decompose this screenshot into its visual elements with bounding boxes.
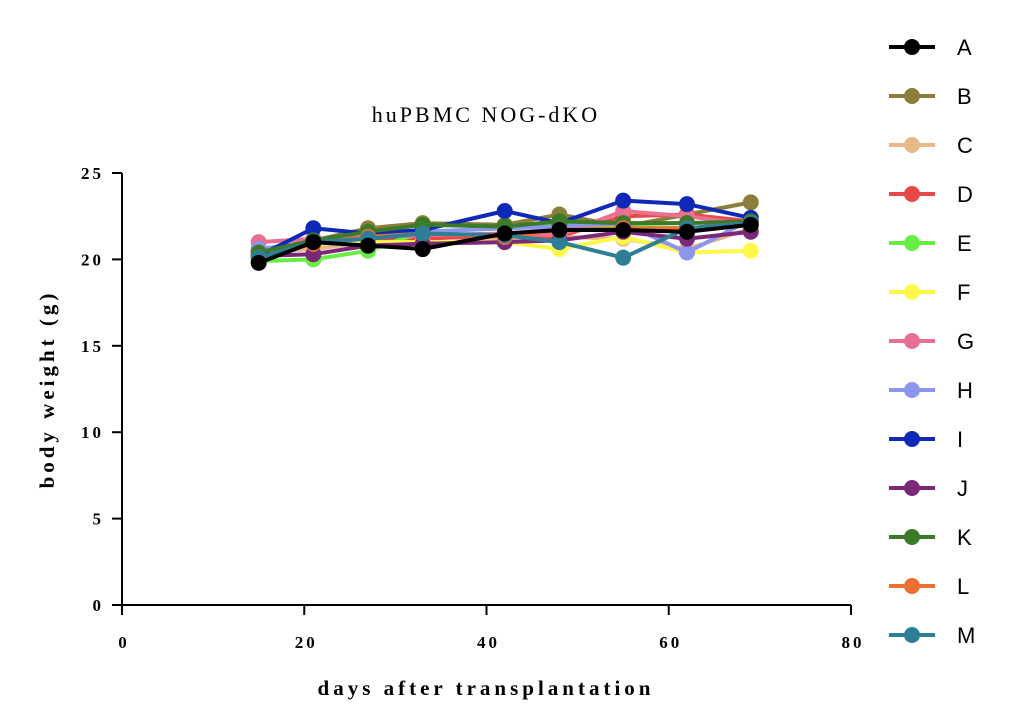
data-point-I	[615, 192, 632, 209]
legend-marker	[904, 529, 920, 545]
data-point-A	[360, 237, 377, 254]
series-A	[250, 216, 759, 271]
y-tick-label: 10	[81, 423, 104, 442]
legend-item-E: E	[889, 231, 972, 256]
legend-item-L: L	[889, 574, 969, 599]
legend-item-J: J	[889, 476, 968, 501]
chart-title: huPBMC NOG-dKO	[372, 102, 600, 127]
legend-label: K	[957, 525, 972, 550]
legend-label: I	[957, 427, 963, 452]
legend-item-B: B	[889, 84, 972, 109]
data-point-M	[414, 225, 431, 242]
data-point-A	[615, 222, 632, 239]
legend-marker	[904, 578, 920, 594]
series-layer	[250, 192, 759, 271]
legend-label: G	[957, 329, 974, 354]
y-tick-label: 25	[81, 164, 104, 183]
legend-label: E	[957, 231, 972, 256]
legend-marker	[904, 137, 920, 153]
data-point-I	[496, 203, 513, 220]
legend-item-K: K	[889, 525, 972, 550]
data-point-A	[250, 254, 267, 271]
data-point-A	[678, 223, 695, 240]
x-tick-label: 0	[118, 633, 130, 652]
legend-item-G: G	[889, 329, 974, 354]
legend-label: F	[957, 280, 970, 305]
data-point-A	[305, 234, 322, 251]
y-tick-label: 15	[81, 337, 104, 356]
x-tick-label: 80	[842, 633, 865, 652]
data-point-A	[551, 222, 568, 239]
legend-marker	[904, 186, 920, 202]
data-point-A	[414, 241, 431, 258]
legend-marker	[904, 39, 920, 55]
legend-marker	[904, 627, 920, 643]
legend-label: L	[957, 574, 969, 599]
y-axis-label: body weight (g)	[35, 290, 59, 489]
legend-label: C	[957, 133, 973, 158]
legend-label: B	[957, 84, 972, 109]
legend-item-H: H	[889, 378, 973, 403]
data-point-M	[551, 234, 568, 251]
legend-item-D: D	[889, 182, 973, 207]
legend-item-A: A	[889, 35, 972, 60]
legend-marker	[904, 284, 920, 300]
data-point-H	[678, 244, 695, 261]
legend-item-C: C	[889, 133, 973, 158]
legend-label: J	[957, 476, 968, 501]
data-point-M	[615, 249, 632, 266]
legend-item-I: I	[889, 427, 963, 452]
data-point-I	[678, 196, 695, 213]
legend-item-M: M	[889, 623, 975, 648]
legend-marker	[904, 480, 920, 496]
x-axis-label: days after transplantation	[318, 676, 655, 700]
legend-marker	[904, 88, 920, 104]
legend-marker	[904, 431, 920, 447]
axes: 0 5 10 15 20 25 0 20 40 60 80	[81, 164, 865, 652]
x-tick-label: 40	[477, 633, 500, 652]
data-point-A	[496, 225, 513, 242]
legend-item-F: F	[889, 280, 970, 305]
legend-marker	[904, 382, 920, 398]
legend-label: D	[957, 182, 973, 207]
data-point-A	[742, 216, 759, 233]
legend-label: M	[957, 623, 975, 648]
x-tick-label: 60	[659, 633, 682, 652]
data-point-F	[742, 242, 759, 259]
legend-marker	[904, 333, 920, 349]
y-tick-label: 0	[93, 596, 105, 615]
data-point-B	[742, 194, 759, 211]
legend-label: A	[957, 35, 972, 60]
legend-marker	[904, 235, 920, 251]
y-tick-label: 20	[81, 250, 104, 269]
x-tick-label: 20	[295, 633, 318, 652]
data-point-I	[305, 220, 322, 237]
y-tick-label: 5	[93, 510, 105, 529]
legend-label: H	[957, 378, 973, 403]
